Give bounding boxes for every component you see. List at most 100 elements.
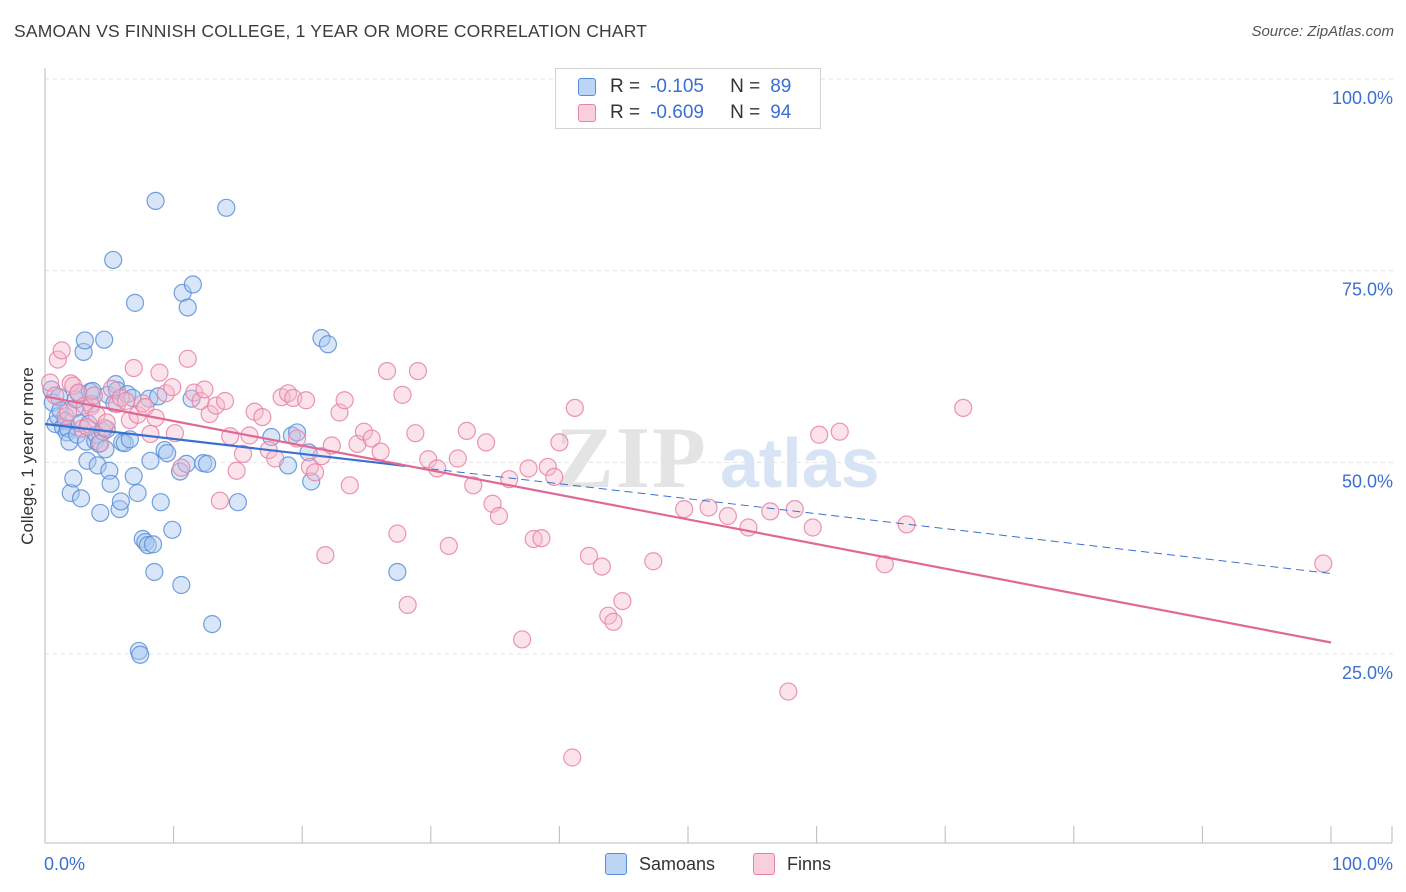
finns-point	[46, 386, 65, 405]
finns-point	[830, 422, 849, 441]
samoans-point	[163, 520, 182, 539]
finns-point	[84, 386, 103, 405]
finns-point	[91, 434, 110, 453]
samoans-point	[197, 454, 217, 473]
finns-point	[300, 457, 320, 477]
finns-point	[675, 500, 694, 519]
finns-point	[408, 362, 428, 381]
samoans-point	[203, 614, 222, 634]
watermark: ZIP atlas	[555, 410, 880, 507]
samoans-point	[146, 191, 165, 210]
finns-point	[439, 536, 458, 556]
samoans-point	[318, 335, 338, 354]
samoans-point	[131, 645, 150, 664]
samoans-point	[124, 467, 143, 486]
finns-point	[513, 630, 532, 649]
finns-point	[519, 459, 538, 478]
samoans-point	[151, 493, 170, 512]
r-label: R =	[610, 76, 641, 97]
finns-point	[489, 506, 509, 526]
finns-point	[97, 413, 116, 432]
y-axis-label: College, 1 year or more	[18, 367, 37, 545]
n-value: 89	[770, 76, 792, 97]
y-tick-label-75: 75.0%	[1342, 280, 1393, 300]
samoans-point	[78, 451, 97, 470]
finns-swatch	[578, 104, 596, 122]
legend-item-finns[interactable]: Finns	[753, 853, 831, 875]
samoans-point	[141, 451, 160, 470]
finns-point	[124, 358, 143, 378]
finns-point	[644, 552, 663, 571]
legend-item-samoans[interactable]: Samoans	[605, 853, 715, 875]
finns-point	[604, 612, 623, 631]
r-value: -0.105	[650, 76, 704, 97]
finns-point	[398, 595, 417, 615]
samoans-point	[287, 423, 307, 442]
finns-point	[59, 403, 78, 422]
r-value: -0.609	[650, 102, 704, 123]
finns-point	[803, 518, 822, 537]
finns-point	[195, 380, 214, 399]
finns-point	[563, 748, 582, 767]
trend-lines	[44, 395, 1332, 644]
samoans-point	[111, 492, 130, 511]
y-tick-label-50: 50.0%	[1342, 471, 1393, 491]
samoans-swatch	[578, 78, 596, 96]
x-tick-label-right: 100.0%	[1332, 854, 1393, 874]
finns-point	[150, 363, 169, 382]
finns-point	[393, 385, 412, 404]
samoans-point	[143, 535, 163, 554]
finns-point	[377, 362, 397, 381]
finns-point	[253, 408, 272, 427]
samoans-point	[104, 250, 123, 270]
finns-point	[785, 500, 804, 519]
samoans-point	[100, 461, 119, 480]
chart-title: SAMOAN VS FINNISH COLLEGE, 1 YEAR OR MOR…	[14, 21, 648, 41]
n-value: 94	[770, 102, 792, 123]
finns-point	[524, 529, 543, 549]
finns-point	[316, 545, 335, 565]
samoans-legend-swatch	[605, 853, 627, 875]
correlation-legend: R = -0.105 N = 89 R = -0.609 N = 94	[555, 68, 821, 129]
samoans-point	[74, 342, 93, 362]
r-label: R =	[610, 102, 641, 123]
finns-point	[565, 398, 584, 417]
finns-point	[579, 546, 599, 565]
finns-point	[613, 591, 632, 611]
finns-point	[476, 433, 496, 452]
finns-point	[550, 433, 569, 452]
samoans-point	[128, 483, 147, 503]
finns-point	[739, 518, 758, 537]
samoans-point	[101, 474, 120, 493]
legend-row-finns: R = -0.609 N = 94	[578, 101, 791, 125]
y-tick-label-100: 100.0%	[1332, 88, 1393, 108]
finns-point	[699, 498, 718, 517]
finns-point	[305, 463, 325, 482]
finns-point	[810, 425, 829, 444]
finns-point	[954, 398, 973, 417]
legend-row-samoans: R = -0.105 N = 89	[578, 75, 791, 99]
finns-points	[41, 341, 1333, 767]
finns-point	[592, 557, 611, 576]
finns-point	[779, 682, 798, 701]
series-legend: Samoans Finns	[0, 853, 1406, 877]
finns-point	[61, 374, 80, 393]
samoans-point	[75, 331, 94, 350]
finns-point	[406, 424, 425, 443]
samoans-point	[158, 444, 177, 463]
x-tick-label-left: 0.0%	[44, 854, 85, 874]
axes	[44, 68, 1393, 844]
finns-point	[354, 422, 374, 441]
samoans-point	[155, 440, 174, 460]
samoans-point	[110, 500, 129, 519]
finns-trend	[44, 395, 1332, 644]
finns-point	[448, 449, 467, 468]
finns-point	[116, 391, 136, 411]
finns-point	[875, 555, 894, 574]
finns-point	[111, 388, 130, 408]
samoans-point	[95, 330, 114, 349]
samoans-point	[145, 562, 164, 582]
samoans-point	[172, 575, 191, 595]
finns-point	[178, 349, 197, 368]
finns-point	[165, 424, 184, 443]
